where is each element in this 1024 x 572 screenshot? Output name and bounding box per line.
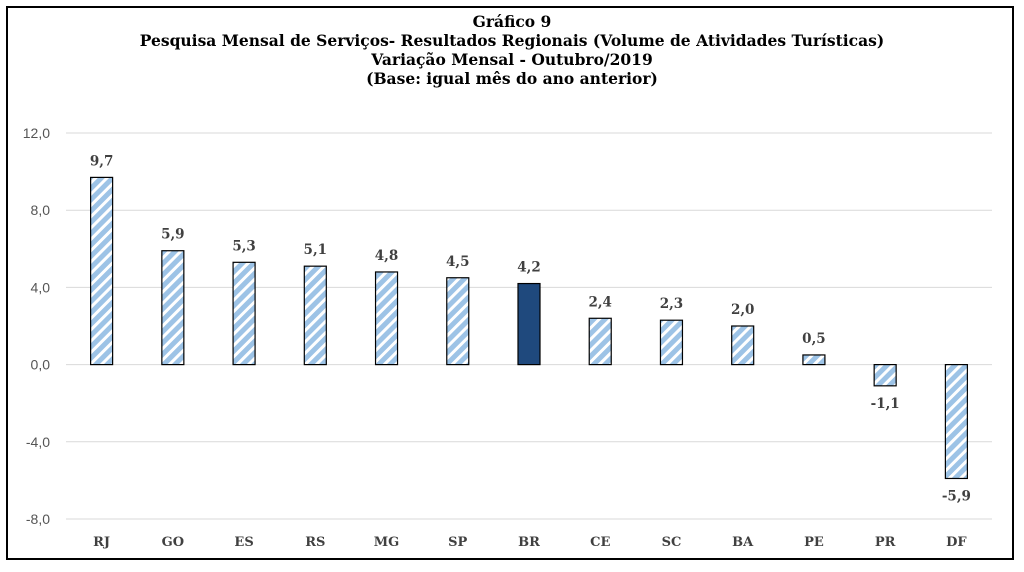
chart-title: Gráfico 9	[472, 12, 552, 31]
x-tick-label: GO	[162, 535, 184, 550]
y-tick-label: 4,0	[31, 279, 51, 295]
x-tick-label: DF	[946, 535, 967, 550]
bar-df	[944, 364, 968, 480]
data-label: 5,1	[304, 242, 328, 258]
data-label: 2,0	[731, 302, 755, 318]
bar-pr	[873, 364, 897, 387]
chart-subtitle-3: (Base: igual mês do ano anterior)	[366, 69, 658, 88]
bar-rj	[90, 176, 114, 366]
data-label: 2,3	[660, 296, 684, 312]
x-tick-label: ES	[234, 535, 253, 550]
chart-subtitle-1: Pesquisa Mensal de Serviços- Resultados …	[139, 31, 885, 50]
bar-mg	[374, 271, 399, 366]
y-tick-label: -4,0	[26, 434, 50, 450]
data-label: 9,7	[90, 153, 114, 169]
bar-ce	[588, 317, 612, 366]
data-label: 5,9	[161, 227, 185, 243]
y-tick-label: 0,0	[31, 357, 51, 373]
data-label: -5,9	[942, 488, 971, 504]
bar-rs	[303, 265, 327, 366]
data-label: 2,4	[588, 294, 612, 310]
bar-ba	[731, 325, 755, 366]
y-tick-label: 8,0	[31, 202, 51, 218]
x-tick-label: BR	[518, 535, 540, 550]
x-tick-label: PE	[804, 535, 824, 550]
x-tick-label: SC	[662, 535, 682, 550]
x-tick-label: PR	[875, 535, 896, 550]
data-label: 0,5	[802, 331, 826, 347]
bar-es	[232, 261, 256, 366]
bar-go	[161, 250, 185, 366]
chart-subtitle-2: Variação Mensal - Outubro/2019	[371, 50, 653, 69]
x-tick-label: CE	[590, 535, 610, 550]
bar-pe	[802, 354, 826, 366]
x-tick-label: BA	[732, 535, 754, 550]
y-tick-label: -8,0	[26, 511, 50, 527]
data-label: 4,2	[517, 260, 541, 276]
x-tick-label: RS	[305, 535, 325, 550]
data-label: 4,8	[375, 248, 399, 264]
x-tick-label: SP	[448, 535, 467, 550]
y-tick-label: 12,0	[23, 125, 50, 141]
data-label: 4,5	[446, 254, 470, 270]
chart-title-block: Gráfico 9 Pesquisa Mensal de Serviços- R…	[0, 12, 1024, 88]
data-label: -1,1	[871, 396, 900, 412]
x-tick-label: MG	[374, 535, 400, 550]
bar-br	[517, 282, 541, 366]
data-label: 5,3	[232, 238, 256, 254]
bar-sc	[659, 319, 684, 366]
x-tick-label: RJ	[93, 535, 110, 550]
bar-sp	[446, 277, 470, 366]
